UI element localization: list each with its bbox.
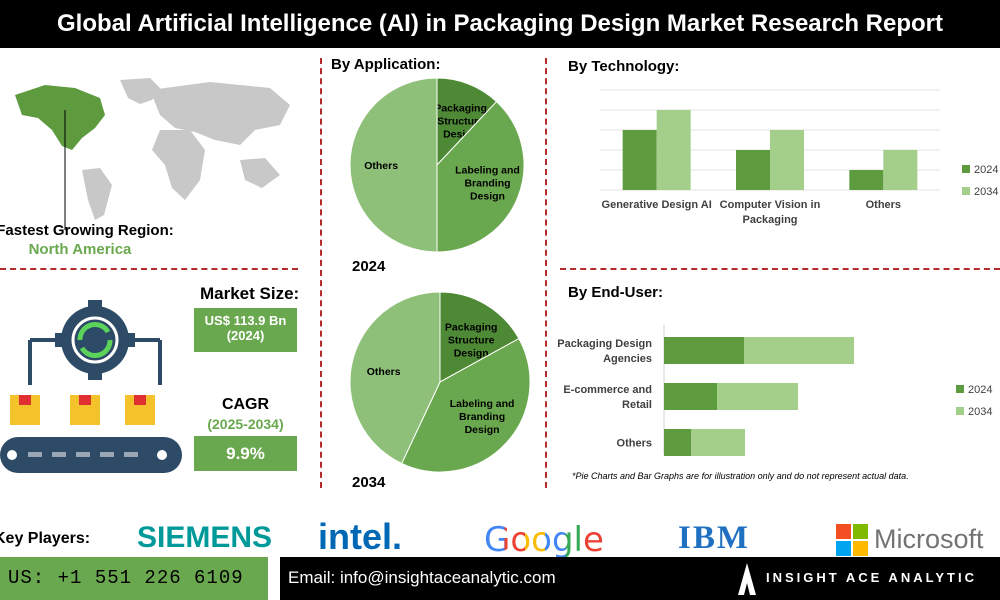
pie-slice: [401, 337, 531, 473]
tech-category-label: Generative Design AI: [602, 199, 712, 211]
legend-label: 2034: [974, 186, 998, 198]
tech-bar: [883, 150, 918, 190]
enduser-bar: [717, 383, 798, 410]
enduser-bar: [744, 337, 854, 364]
pie-2034: Packaging Structure Design Labeling and Bran…: [349, 291, 531, 473]
tech-bar: [656, 110, 691, 190]
world-map: [15, 78, 290, 230]
region-value: North America: [28, 241, 132, 258]
pie-slice: [349, 77, 438, 253]
enduser-bar: [664, 383, 717, 410]
legend-swatch: [956, 385, 964, 393]
footer-bar: Email: info@insightaceanalytic.com INSIG…: [280, 557, 1000, 600]
legend-swatch: [962, 165, 970, 173]
legend-swatch: [956, 407, 964, 415]
tech-bar: [622, 130, 657, 190]
legend-label: 2034: [968, 406, 992, 418]
market-size-value: US$ 113.9 Bn: [204, 313, 287, 328]
pie-slice-label: Labeling and Branding Design: [450, 398, 515, 436]
pie-slice: [439, 291, 520, 383]
siemens-logo: SIEMENS: [137, 521, 273, 554]
cagr-value: 9.9%: [194, 436, 297, 471]
enduser-bar: [664, 429, 691, 456]
key-players-label: Key Players:: [0, 530, 91, 547]
enduser-category-label: E-commerce and Retail: [563, 384, 652, 411]
region-label: Fastest Growing Region:: [0, 222, 174, 239]
north-america-shape: [15, 85, 105, 150]
microsoft-logo: Microsoft: [874, 524, 984, 554]
legend-label: 2024: [974, 164, 998, 176]
divider-v2: [545, 58, 547, 488]
tech-bar: [770, 130, 804, 190]
divider-right: [560, 268, 1000, 270]
application-title: By Application:: [331, 56, 441, 73]
microsoft-squares-icon: [836, 524, 868, 556]
pie-2024-label: 2024: [352, 258, 386, 275]
cagr-period: (2025-2034): [207, 416, 284, 432]
pie-slice-label: Packaging Structure Design: [445, 321, 498, 359]
legend-label: 2024: [968, 384, 992, 396]
market-size-label: Market Size:: [200, 284, 300, 303]
technology-title: By Technology:: [568, 58, 680, 75]
tech-bar: [736, 150, 770, 190]
pie-slice-label: Others: [367, 366, 401, 378]
insight-ace-logo-icon: [738, 563, 756, 595]
legend-swatch: [962, 187, 970, 195]
technology-bar-chart: Generative Design AI Computer Vision in Pa…: [600, 89, 998, 226]
pie-2034-label: 2034: [352, 474, 386, 491]
tech-category-label: Computer Vision in Packaging: [720, 199, 821, 226]
tech-bar: [849, 170, 884, 190]
brand-name: INSIGHT ACE ANALYTIC: [766, 570, 977, 585]
enduser-bar: [664, 337, 744, 364]
cagr-label: CAGR: [221, 396, 270, 413]
enduser-title: By End-User:: [568, 284, 664, 301]
email-address[interactable]: Email: info@insightaceanalytic.com: [288, 568, 556, 587]
ibm-logo: IBM: [678, 520, 750, 556]
enduser-bar-chart: Packaging Design Agencies E-commerce and Re…: [557, 325, 992, 456]
google-logo: Google: [484, 520, 604, 560]
page-title: Global Artificial Intelligence (AI) in P…: [0, 0, 1000, 48]
disclaimer-note: *Pie Charts and Bar Graphs are for illus…: [572, 471, 909, 481]
market-size-year: (2024): [226, 328, 265, 343]
gear-conveyor-icon: [0, 300, 182, 473]
pie-slice: [349, 291, 441, 465]
market-size-box: US$ 113.9 Bn (2024): [194, 308, 297, 352]
enduser-category-label: Others: [617, 438, 652, 450]
pie-slice-label: Labeling and Branding Design: [455, 165, 520, 203]
intel-logo: intel.: [318, 516, 403, 557]
enduser-category-label: Packaging Design Agencies: [557, 338, 652, 365]
tech-category-label: Others: [866, 199, 901, 211]
divider-left: [0, 268, 298, 270]
pie-slice: [436, 77, 498, 167]
enduser-bar: [691, 429, 745, 456]
divider-v1: [320, 58, 322, 488]
phone-number[interactable]: US: +1 551 226 6109: [0, 557, 268, 600]
pie-slice-label: Others: [364, 160, 398, 172]
pie-slice: [436, 100, 525, 253]
